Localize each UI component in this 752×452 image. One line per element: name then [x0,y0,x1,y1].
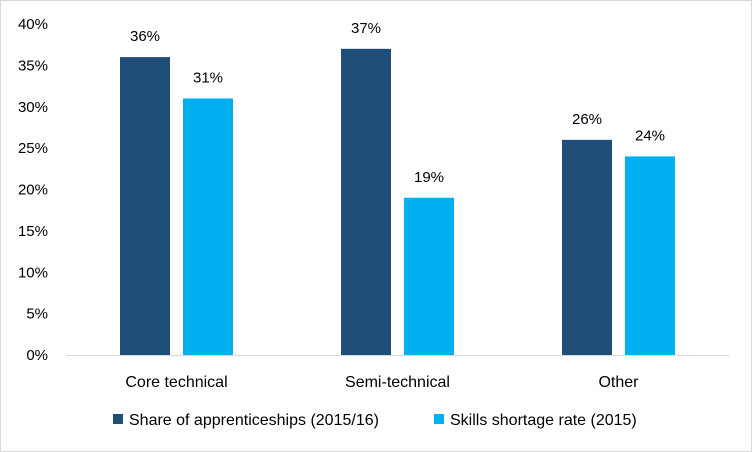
category-label: Core technical [125,374,227,391]
bar-share-of-apprenticeships [120,57,170,355]
bar-share-of-apprenticeships [562,139,612,355]
data-label: 36% [130,28,160,45]
data-label: 19% [414,169,444,186]
legend-swatch [113,414,123,424]
legend: Share of apprenticeships (2015/16) Skills… [113,412,637,429]
bar-skills-shortage-rate [404,197,454,355]
y-tick-label: 30% [18,99,48,116]
data-label: 31% [193,69,223,86]
category-label: Semi-technical [345,374,450,391]
category-label: Other [598,374,639,391]
data-label: 24% [635,127,665,144]
data-labels: 36% 31% 37% 19% 26% 24% [130,20,665,186]
y-tick-label: 40% [18,16,48,33]
y-tick-label: 0% [26,347,48,364]
data-label: 37% [351,20,381,37]
y-tick-label: 20% [18,182,48,199]
y-axis: 0% 5% 10% 15% 20% 25% 30% 35% 40% [18,16,48,364]
bar-skills-shortage-rate [183,98,233,355]
y-tick-label: 35% [18,57,48,74]
y-tick-label: 5% [26,306,48,323]
bar-skills-shortage-rate [625,156,675,355]
x-axis: Core technical Semi-technical Other [66,355,729,391]
bar-share-of-apprenticeships [341,48,391,355]
legend-entry: Share of apprenticeships (2015/16) [129,412,379,429]
legend-entry: Skills shortage rate (2015) [450,412,637,429]
data-label: 26% [572,111,602,128]
y-tick-label: 15% [18,223,48,240]
bars [120,48,675,355]
y-tick-label: 10% [18,264,48,281]
y-tick-label: 25% [18,140,48,157]
legend-swatch [434,414,444,424]
